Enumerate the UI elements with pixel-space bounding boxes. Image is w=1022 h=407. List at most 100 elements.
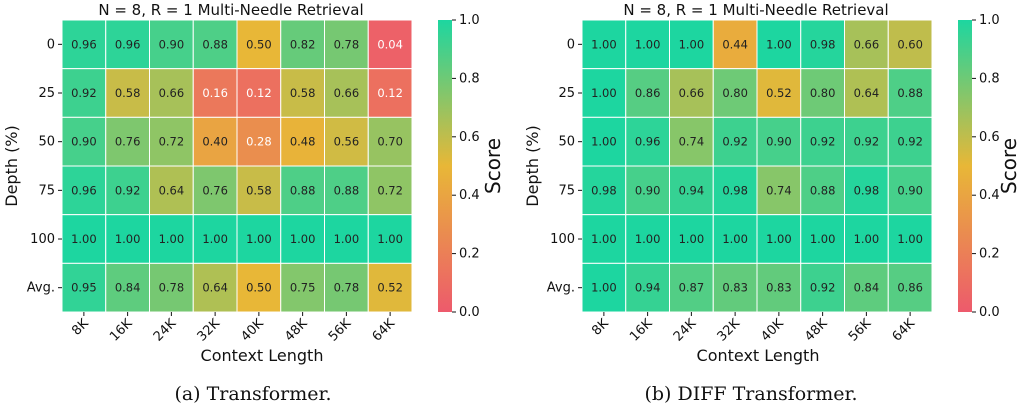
heatmap-cell (625, 214, 670, 264)
cell-value-label: 0.94 (635, 281, 661, 295)
cell-value-label: 0.92 (810, 281, 836, 295)
cell-value-label: 0.56 (334, 135, 360, 149)
caption: (b) DIFF Transformer. (644, 383, 857, 405)
cell-value-label: 0.78 (159, 281, 185, 295)
cell-value-label: 0.78 (334, 37, 360, 51)
cell-value-label: 0.84 (115, 281, 141, 295)
heatmap-cell (756, 68, 802, 118)
cell-value-label: 1.00 (591, 232, 617, 246)
heatmap-cell (367, 116, 413, 167)
cell-value-label: 0.92 (897, 135, 923, 149)
cell-value-label: 1.00 (810, 232, 836, 246)
cell-value-label: 0.90 (159, 37, 185, 51)
cell-value-label: 0.92 (810, 135, 836, 149)
x-tick-label: 32K (195, 316, 224, 345)
cell-value-label: 0.70 (377, 135, 403, 149)
colorbar-label: Score (481, 138, 505, 194)
heatmap-cells: 1.00 1.00 1.00 0.44 1.00 0.98 0.66 0.60 1.00 0.86… (581, 19, 933, 313)
colorbar-tick-label: 0.2 (459, 247, 480, 262)
colorbar-ticks: 0.0 0.2 0.4 0.6 0.8 1.0 (452, 13, 480, 320)
cell-value-label: 0.66 (159, 86, 185, 100)
cell-value-label: 0.66 (854, 37, 880, 51)
cell-value-label: 0.16 (202, 86, 228, 100)
colorbar-tick-label: 0.2 (979, 247, 1000, 262)
x-tick-label: 48K (802, 316, 831, 345)
y-tick-label: 50 (558, 135, 575, 150)
cell-value-label: 0.90 (635, 183, 661, 197)
heatmap-cell (844, 19, 889, 70)
heatmap-cell (192, 165, 238, 216)
x-tick-labels: 8K 16K 24K 32K 40K 48K 56K 64K (69, 312, 398, 345)
heatmap-cell (280, 262, 325, 313)
heatmap-cell (581, 214, 627, 264)
heatmap-cell (669, 68, 714, 118)
cell-value-label: 0.12 (246, 86, 272, 100)
heatmap-cell (149, 116, 194, 167)
cell-value-label: 1.00 (635, 37, 661, 51)
cell-value-label: 0.96 (115, 37, 141, 51)
cell-value-label: 0.86 (897, 281, 923, 295)
y-axis-label: Depth (%) (523, 125, 542, 207)
heatmap-cell (105, 116, 150, 167)
cell-value-label: 0.72 (159, 135, 185, 149)
cell-value-label: 0.74 (766, 183, 792, 197)
cell-value-label: 0.48 (290, 135, 316, 149)
cell-value-label: 1.00 (290, 232, 316, 246)
cell-value-label: 0.88 (810, 183, 836, 197)
cell-value-label: 0.80 (810, 86, 836, 100)
heatmap-cell (61, 19, 107, 70)
x-tick-label: 40K (758, 316, 787, 345)
cell-value-label: 0.52 (766, 86, 792, 100)
cell-value-label: 1.00 (115, 232, 141, 246)
heatmap-cell (280, 19, 325, 70)
heatmap-cell (149, 262, 194, 313)
colorbar-tick-label: 0.4 (459, 188, 480, 203)
y-tick-label: 100 (30, 232, 55, 247)
heatmap-cell (192, 116, 238, 167)
cell-value-label: 0.92 (854, 135, 880, 149)
chart-title: N = 8, R = 1 Multi-Needle Retrieval (98, 1, 363, 19)
heatmap-cell (800, 165, 845, 216)
cell-value-label: 1.00 (591, 281, 617, 295)
x-tick-label: 24K (671, 316, 700, 345)
cell-value-label: 0.64 (159, 183, 185, 197)
cell-value-label: 1.00 (334, 232, 360, 246)
colorbar-tick-label: 1.0 (979, 13, 1000, 28)
cell-value-label: 0.88 (897, 86, 923, 100)
heatmap-cell (581, 19, 627, 70)
x-tick-label: 24K (151, 316, 180, 345)
heatmap-cell (669, 116, 714, 167)
cell-value-label: 1.00 (897, 232, 923, 246)
heatmap-cell (367, 262, 413, 313)
x-tick-label: 16K (627, 316, 656, 345)
cell-value-label: 0.50 (246, 281, 272, 295)
cell-value-label: 1.00 (854, 232, 880, 246)
y-axis-label: Depth (%) (2, 125, 21, 207)
cell-value-label: 1.00 (71, 232, 97, 246)
y-tick-labels: 0 25 50 75 100 Avg. (547, 37, 582, 296)
cell-value-label: 1.00 (679, 232, 705, 246)
caption: (a) Transformer. (174, 383, 331, 405)
heatmap-cell (367, 68, 413, 118)
cell-value-label: 0.87 (679, 281, 705, 295)
colorbar-tick-label: 0.0 (459, 305, 480, 320)
cell-value-label: 0.78 (334, 281, 360, 295)
cell-value-label: 0.98 (810, 37, 836, 51)
heatmap-cell (887, 19, 933, 70)
cell-value-label: 0.58 (246, 183, 272, 197)
y-tick-label: 75 (558, 183, 575, 198)
colorbar (958, 20, 972, 312)
heatmap-cell (192, 214, 238, 264)
cell-value-label: 0.12 (377, 86, 403, 100)
heatmap-cell (712, 116, 758, 167)
cell-value-label: 0.98 (722, 183, 748, 197)
cell-value-label: 0.50 (246, 37, 272, 51)
cell-value-label: 0.40 (202, 135, 228, 149)
colorbar-tick-label: 0.8 (979, 71, 1000, 86)
x-tick-label: 8K (69, 316, 92, 339)
cell-value-label: 0.83 (722, 281, 748, 295)
heatmap-cell (669, 262, 714, 313)
cell-value-label: 0.58 (290, 86, 316, 100)
heatmap-cell (712, 19, 758, 70)
